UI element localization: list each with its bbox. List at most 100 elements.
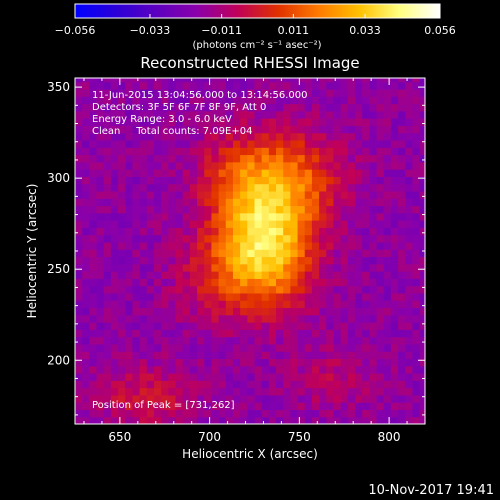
heatmap-cell (369, 88, 378, 97)
heatmap-cell (182, 241, 191, 250)
heatmap-cell (175, 365, 184, 374)
heatmap-cell (218, 96, 227, 105)
heatmap-cell (390, 103, 399, 112)
heatmap-cell (347, 190, 356, 199)
heatmap-cell (376, 256, 385, 265)
heatmap-cell (369, 118, 378, 126)
heatmap-cell (125, 271, 134, 279)
heatmap-cell (355, 220, 363, 228)
heatmap-cell (347, 205, 356, 214)
heatmap-cell (125, 300, 134, 309)
heatmap-cell (333, 78, 342, 83)
heatmap-cell (89, 205, 98, 214)
heatmap-cell (412, 241, 421, 250)
heatmap-cell (211, 220, 220, 228)
heatmap-cell (412, 278, 421, 287)
heatmap-cell (189, 373, 198, 381)
heatmap-cell (225, 212, 234, 221)
heatmap-cell (175, 227, 184, 236)
heatmap-cell (89, 336, 98, 345)
heatmap-cell (254, 263, 263, 272)
heatmap-cell (369, 227, 378, 236)
heatmap-cell (419, 322, 425, 330)
heatmap-cell (362, 234, 370, 243)
heatmap-cell (390, 271, 399, 279)
heatmap-cell (347, 154, 356, 163)
heatmap-cell (146, 336, 155, 345)
heatmap-cell (110, 263, 119, 272)
heatmap-cell (261, 132, 270, 141)
heatmap-cell (139, 190, 148, 199)
heatmap-cell (405, 409, 414, 418)
heatmap-cell (340, 198, 349, 207)
heatmap-cell (125, 154, 134, 163)
heatmap-cell (168, 285, 177, 294)
heatmap-cell (89, 322, 98, 330)
heatmap-cell (412, 387, 421, 396)
heatmap-cell (254, 132, 263, 141)
heatmap-cell (232, 161, 241, 170)
heatmap-cell (211, 402, 220, 411)
heatmap-cell (75, 96, 83, 105)
heatmap-cell (290, 205, 299, 214)
heatmap-cell (261, 263, 270, 272)
heatmap-cell (333, 380, 342, 389)
heatmap-cell (290, 358, 299, 367)
heatmap-cell (125, 416, 134, 424)
heatmap-cell (182, 322, 191, 330)
heatmap-cell (419, 176, 425, 185)
heatmap-cell (254, 125, 263, 134)
heatmap-cell (175, 96, 184, 105)
heatmap-cell (132, 322, 141, 330)
heatmap-cell (96, 343, 105, 352)
heatmap-cell (355, 147, 363, 156)
heatmap-cell (168, 96, 177, 105)
heatmap-cell (161, 343, 169, 352)
heatmap-cell (340, 205, 349, 214)
heatmap-cell (355, 132, 363, 141)
heatmap-cell (254, 81, 263, 90)
heatmap-cell (161, 322, 169, 330)
heatmap-cell (376, 220, 385, 228)
heatmap-cell (362, 176, 370, 185)
heatmap-cell (153, 380, 162, 389)
heatmap-cell (254, 241, 263, 250)
heatmap-cell (419, 380, 425, 389)
heatmap-cell (197, 329, 205, 338)
heatmap-cell (405, 380, 414, 389)
heatmap-cell (347, 198, 356, 207)
heatmap-cell (153, 154, 162, 163)
heatmap-cell (189, 220, 198, 228)
heatmap-cell (398, 169, 406, 177)
heatmap-cell (139, 314, 148, 323)
heatmap-cell (398, 176, 406, 185)
heatmap-cell (240, 241, 248, 250)
heatmap-cell (89, 343, 98, 352)
heatmap-cell (232, 78, 241, 83)
heatmap-cell (383, 212, 392, 221)
heatmap-cell (189, 307, 198, 316)
heatmap-cell (103, 278, 112, 287)
heatmap-cell (383, 329, 392, 338)
heatmap-cell (326, 329, 335, 338)
heatmap-cell (326, 263, 335, 272)
heatmap-cell (319, 78, 327, 83)
heatmap-cell (247, 336, 256, 345)
heatmap-cell (311, 103, 320, 112)
heatmap-cell (419, 81, 425, 90)
heatmap-cell (347, 110, 356, 119)
heatmap-cell (268, 380, 277, 389)
heatmap-cell (153, 125, 162, 134)
heatmap-cell (276, 394, 284, 403)
heatmap-cell (118, 132, 126, 141)
heatmap-cell (103, 365, 112, 374)
heatmap-cell (355, 249, 363, 258)
heatmap-cell (197, 387, 205, 396)
heatmap-cell (75, 358, 83, 367)
heatmap-cell (75, 139, 83, 148)
heatmap-cell (376, 96, 385, 105)
heatmap-cell (412, 103, 421, 112)
heatmap-cell (254, 198, 263, 207)
heatmap-cell (189, 394, 198, 403)
heatmap-cell (182, 351, 191, 360)
